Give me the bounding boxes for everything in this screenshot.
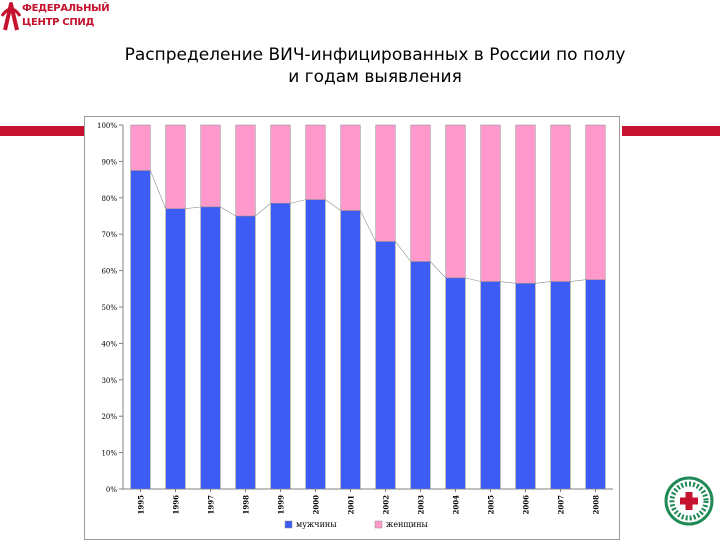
y-tick-label: 90% [101,158,117,166]
bar-women [585,124,606,280]
y-tick-label: 30% [101,377,117,385]
bar-men [480,281,501,490]
bar-women [375,124,396,242]
bar-women [130,124,151,171]
title-line-2: и годам выявления [288,67,462,87]
series-line [360,210,376,242]
legend-swatch [284,520,293,529]
x-tick-label: 1999 [277,495,286,515]
series-line [220,206,236,217]
bar-women [515,124,536,284]
bar-men [270,203,291,490]
x-tick-label: 2005 [487,495,496,515]
chart-frame: 0% 10% 20% 30% 40% 50% 60% 70% 80% 90% 100% 1995 199… [84,116,620,540]
red-ribbon-logo-icon [0,2,22,31]
series-line [500,281,516,284]
x-tick-label: 2004 [452,495,461,515]
bar-men [235,215,256,490]
x-tick-label: 2001 [347,495,356,515]
y-tick-label: 50% [101,304,117,312]
bar-women [165,124,186,209]
y-tick-label: 0% [106,486,117,494]
series-line [290,199,306,204]
y-tick-label: 70% [101,231,117,239]
legend-swatch [374,520,383,529]
bar-men [515,283,536,490]
series-line [395,241,411,262]
bar-men [200,206,221,490]
bar-women [445,124,466,279]
series-line [535,281,551,284]
legend-label: мужчины [296,520,337,529]
bar-men [550,281,571,490]
title-line-1: Распределение ВИЧ-инфицированных в Росси… [124,45,626,65]
red-cross-badge-icon [664,476,714,526]
y-tick-label: 40% [101,340,117,348]
x-tick-label: 2002 [382,495,391,515]
x-tick-label: 1996 [172,495,181,515]
x-tick-label: 1995 [137,495,146,515]
bar-women [235,124,256,217]
x-tick-label: 2006 [522,495,531,515]
bar-men [305,199,326,490]
x-tick-label: 2007 [557,495,566,515]
series-line [570,279,586,282]
x-tick-label: 1997 [207,495,216,515]
bar-women [200,124,221,208]
bar-women [410,124,431,262]
series-line [185,206,201,210]
series-line [430,261,446,279]
x-tick-label: 2000 [312,495,321,515]
bar-women [340,124,361,211]
aids-center-logo: ФЕДЕРАЛЬНЫЙ ЦЕНТР СПИД [0,0,110,34]
y-tick-label: 80% [101,195,117,203]
x-tick-label: 2008 [592,495,601,515]
y-tick-label: 60% [101,268,117,276]
y-tick-label: 10% [101,450,117,458]
legend-label: женщины [386,520,429,529]
bar-men [585,279,606,490]
left-accent-bar [0,126,88,136]
bar-men [445,277,466,490]
bar-women [305,124,326,200]
bar-women [480,124,501,282]
bar-men [165,208,186,490]
bar-men [340,210,361,490]
x-tick-label: 1998 [242,495,251,515]
series-line [255,203,271,217]
bar-women [550,124,571,282]
slide-title: Распределение ВИЧ-инфицированных в Росси… [60,44,690,88]
logo-line-1: ФЕДЕРАЛЬНЫЙ [22,3,110,14]
right-accent-bar [622,126,720,136]
bar-men [410,261,431,490]
y-tick-label: 20% [101,413,117,421]
series-line [150,170,166,209]
x-tick-label: 2003 [417,495,426,515]
bar-women [270,124,291,204]
stacked-bar-chart: 0% 10% 20% 30% 40% 50% 60% 70% 80% 90% 100% 1995 199… [97,122,613,529]
series-line [325,199,341,211]
bar-men [130,170,151,490]
y-tick-label: 100% [97,122,117,130]
series-line [465,277,481,282]
bar-men [375,241,396,490]
logo-line-2: ЦЕНТР СПИД [22,17,95,28]
